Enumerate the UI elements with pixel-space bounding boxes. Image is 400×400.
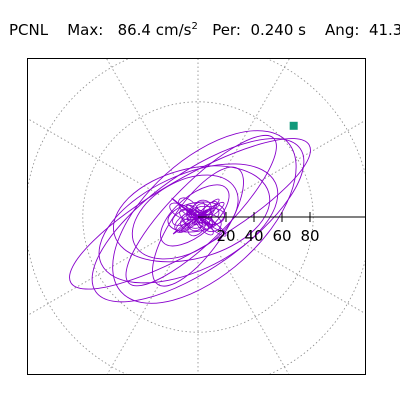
x-tick-label-20: 20	[216, 227, 235, 245]
orbit-6	[113, 165, 271, 263]
period-label: Per:	[212, 21, 241, 39]
orbit-9	[160, 184, 230, 247]
angle-value: 41.3	[368, 21, 400, 39]
polar-grid	[28, 59, 365, 374]
grid-spoke-60	[220, 59, 290, 179]
x-tick-label-60: 60	[272, 227, 291, 245]
max-value: 86.4	[117, 21, 151, 39]
max-marker-layer	[289, 121, 298, 130]
x-tick-label-80: 80	[300, 227, 319, 245]
grid-spoke-30	[236, 120, 365, 195]
orbit-8	[131, 174, 239, 260]
max-label: Max:	[67, 21, 104, 39]
header: PCNL Max: 86.4 cm/s2 Per: 0.240 s Ang: 4…	[9, 17, 400, 39]
orbit-4	[98, 163, 279, 284]
grid-spoke-120	[106, 59, 176, 179]
grid-spoke-330	[236, 239, 365, 314]
max-unit: cm/s	[155, 21, 192, 39]
plot-frame: 20 40 60 80	[27, 58, 366, 375]
period-value: 0.240 s	[250, 21, 306, 39]
max-unit-exponent: 2	[191, 21, 198, 32]
angle-label: Ang:	[325, 21, 360, 39]
orbit-7	[152, 166, 244, 287]
max-point-marker	[289, 121, 298, 130]
grid-spoke-300	[220, 255, 290, 374]
x-tick-label-40: 40	[244, 227, 263, 245]
station-code: PCNL	[9, 21, 49, 39]
grid-spoke-150	[28, 118, 160, 195]
grid-spoke-240	[106, 255, 176, 374]
motion-trace	[69, 130, 311, 304]
x-axis: 20 40 60 80	[198, 212, 365, 245]
orbit-5	[125, 134, 277, 287]
orbit-plot: 20 40 60 80	[28, 59, 365, 374]
orbit-2	[91, 138, 305, 303]
orbit-3	[112, 130, 297, 304]
